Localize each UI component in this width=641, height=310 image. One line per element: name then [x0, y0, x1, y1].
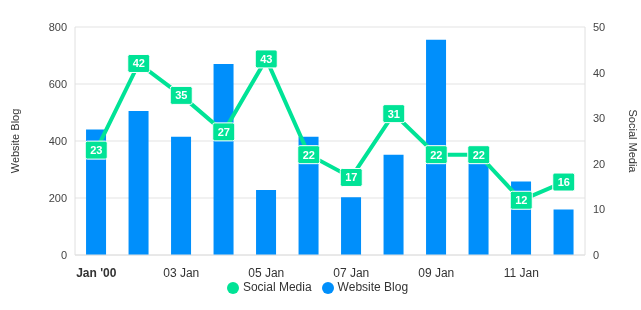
- svg-text:Social Media: Social Media: [627, 110, 633, 174]
- svg-text:30: 30: [593, 112, 605, 124]
- svg-text:10: 10: [593, 203, 605, 215]
- svg-text:Jan '00: Jan '00: [76, 266, 117, 280]
- svg-text:35: 35: [175, 89, 187, 101]
- svg-text:22: 22: [473, 149, 485, 161]
- svg-text:16: 16: [558, 176, 570, 188]
- svg-text:23: 23: [90, 144, 102, 156]
- html-text:Social Media: Social Media: [242, 280, 312, 294]
- svg-text:42: 42: [133, 57, 145, 69]
- svg-text:11 Jan: 11 Jan: [504, 266, 539, 280]
- svg-text:20: 20: [593, 158, 605, 170]
- svg-text:07 Jan: 07 Jan: [333, 266, 369, 280]
- svg-text:43: 43: [260, 53, 272, 65]
- svg-text:600: 600: [49, 78, 67, 90]
- svg-text:22: 22: [430, 149, 442, 161]
- svg-text:0: 0: [593, 249, 599, 261]
- svg-text:200: 200: [49, 192, 67, 204]
- svg-text:0: 0: [61, 249, 67, 261]
- svg-text:40: 40: [593, 67, 605, 79]
- svg-text:27: 27: [218, 126, 230, 138]
- svg-text:50: 50: [593, 21, 605, 33]
- html-text:Website Blog: Website Blog: [337, 280, 409, 294]
- svg-text:800: 800: [49, 21, 67, 33]
- svg-text:31: 31: [388, 108, 400, 120]
- svg-text:22: 22: [303, 149, 315, 161]
- svg-text:09 Jan: 09 Jan: [418, 266, 454, 280]
- svg-text:05 Jan: 05 Jan: [248, 266, 284, 280]
- svg-text:03 Jan: 03 Jan: [163, 266, 199, 280]
- svg-text:17: 17: [345, 171, 357, 183]
- svg-text:Website Blog: Website Blog: [9, 109, 21, 174]
- svg-text:12: 12: [515, 194, 527, 206]
- svg-text:400: 400: [49, 135, 67, 147]
